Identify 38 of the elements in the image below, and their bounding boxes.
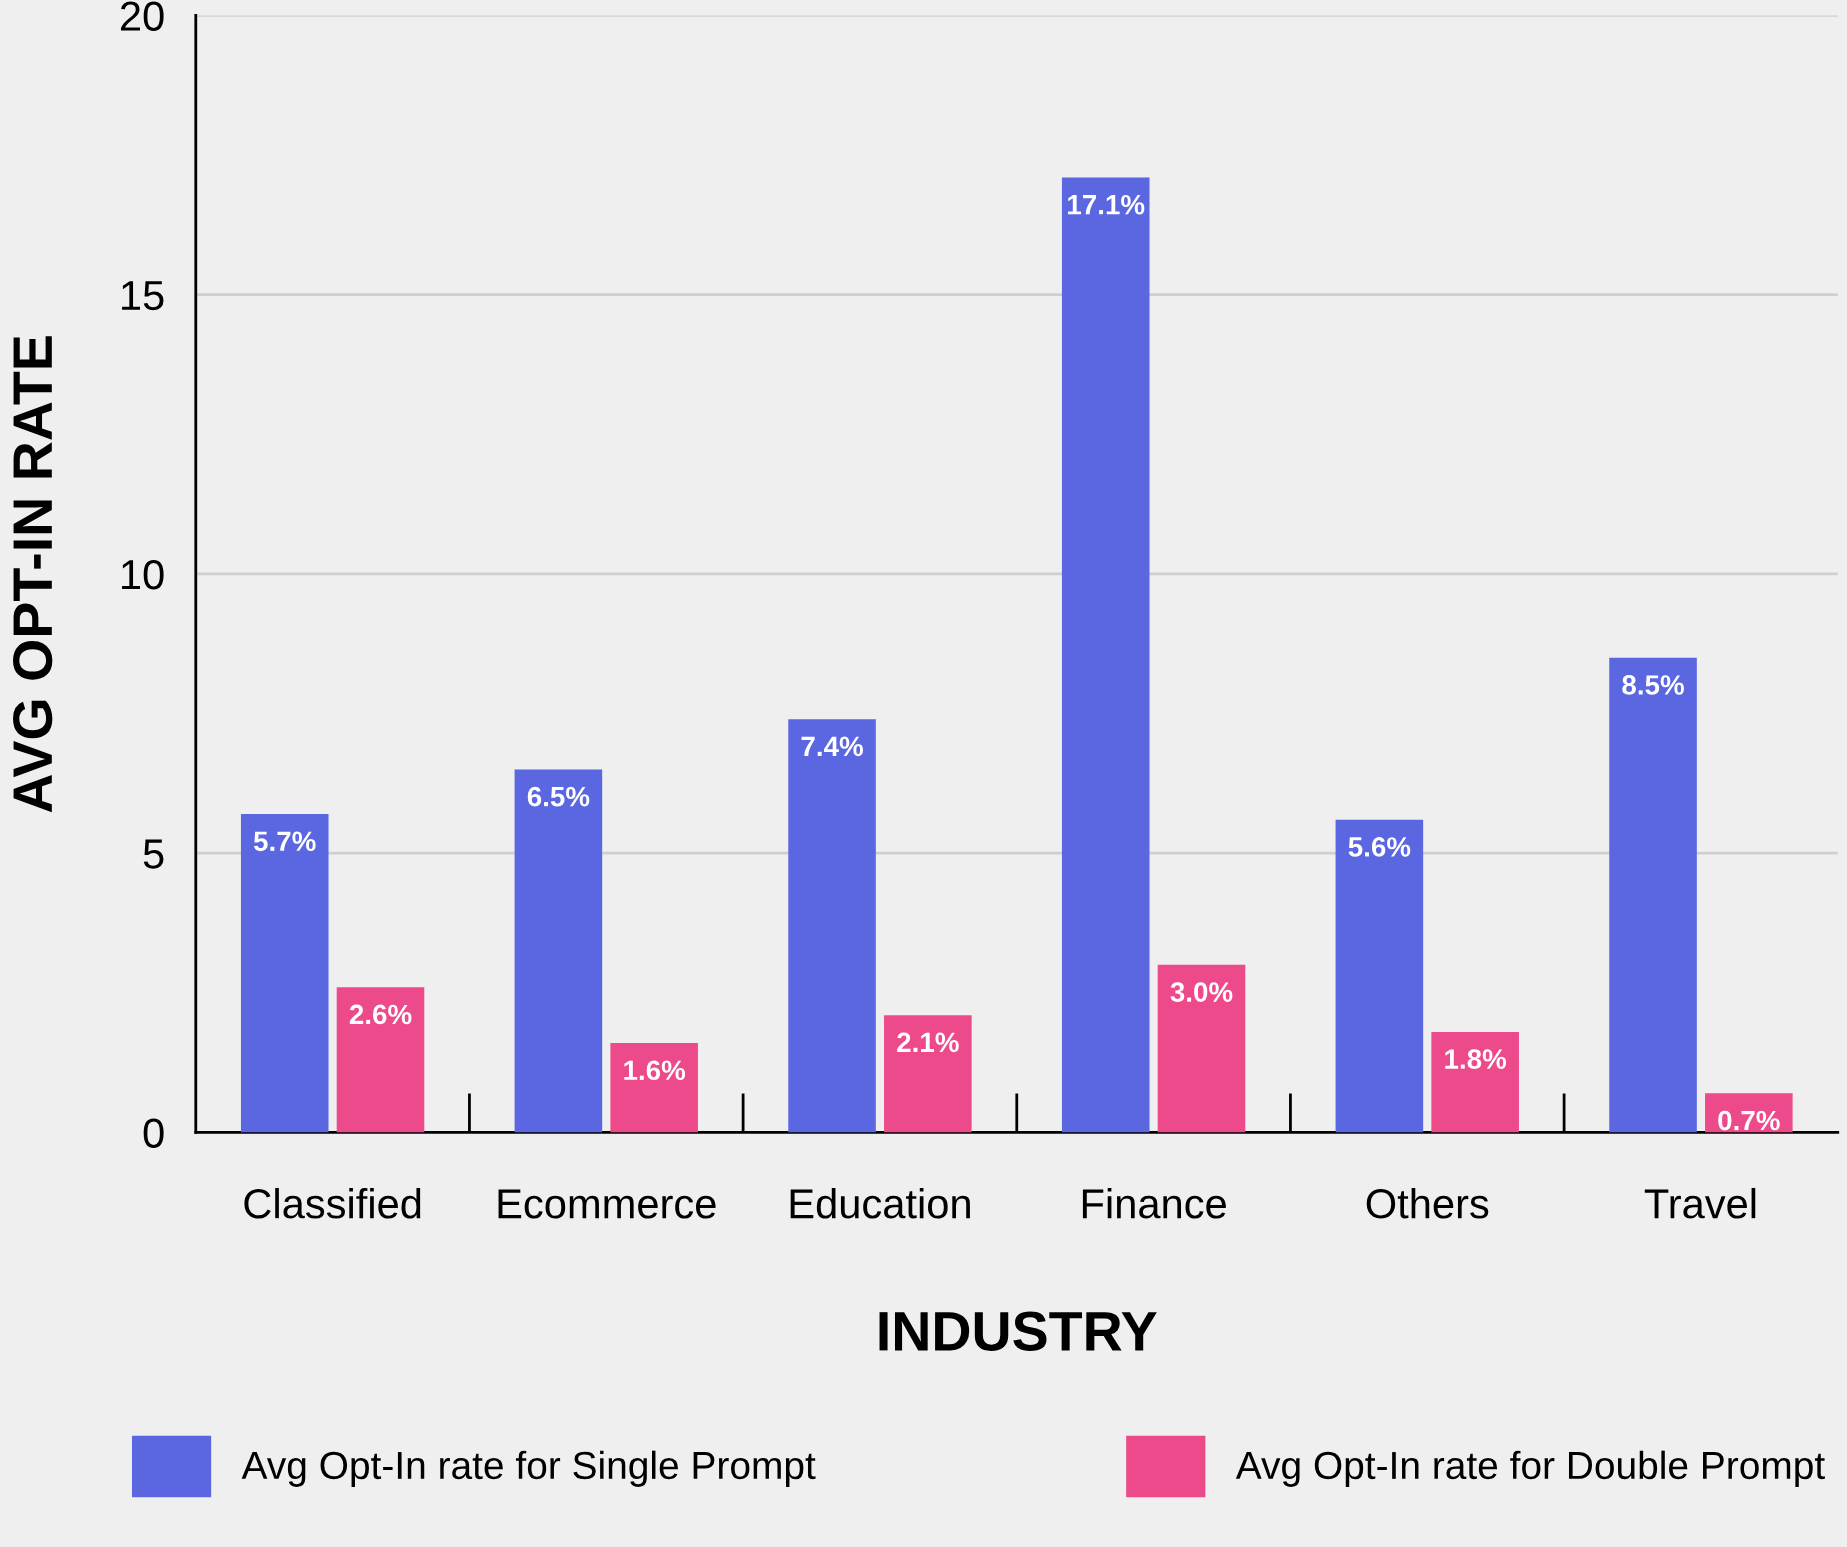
bar [1157, 964, 1246, 1133]
x-tick-label: Travel [1644, 1187, 1756, 1219]
y-tick-label: 15 [122, 281, 164, 311]
data-label: 0.7% [1718, 1110, 1780, 1131]
y-axis-title: AVG OPT-IN RATE [13, 336, 53, 813]
bar [514, 769, 603, 1133]
y-tick-label: 20 [120, 1, 164, 31]
x-tick-label: Finance [1082, 1187, 1226, 1219]
data-label: 8.5% [1622, 675, 1684, 695]
y-tick-label: 10 [122, 559, 164, 590]
data-label: 5.6% [1348, 837, 1411, 857]
legend-label: Avg Opt-In rate for Double Prompt [1235, 1450, 1825, 1487]
bar [1335, 819, 1424, 1133]
bar [1431, 1031, 1519, 1133]
bar [240, 814, 329, 1133]
bar [1609, 657, 1697, 1133]
x-tick-label: Classified [244, 1187, 421, 1219]
y-tick-label: 5 [143, 839, 164, 869]
x-tick-label: Others [1366, 1187, 1489, 1219]
data-label: 1.8% [1445, 1049, 1507, 1069]
data-label: 17.1% [1068, 194, 1145, 215]
data-label: 5.7% [253, 831, 316, 852]
data-label: 2.6% [349, 1004, 412, 1025]
legend-label: Avg Opt-In rate for Single Prompt [241, 1450, 816, 1487]
x-tick-label: Ecommerce [498, 1189, 716, 1219]
y-tick-label: 0 [143, 1118, 164, 1148]
x-axis-title: INDUSTRY [879, 1311, 1157, 1351]
data-label: 6.5% [527, 786, 590, 807]
bar [1061, 177, 1150, 1133]
data-label: 3.0% [1170, 982, 1233, 1002]
x-tick-label: Education [790, 1187, 970, 1219]
bar [336, 987, 425, 1133]
bar [884, 1015, 972, 1133]
data-label: 7.4% [801, 736, 863, 757]
data-label: 1.6% [624, 1060, 686, 1081]
data-label: 2.1% [897, 1032, 959, 1053]
bar [788, 719, 876, 1133]
bar [610, 1043, 698, 1133]
